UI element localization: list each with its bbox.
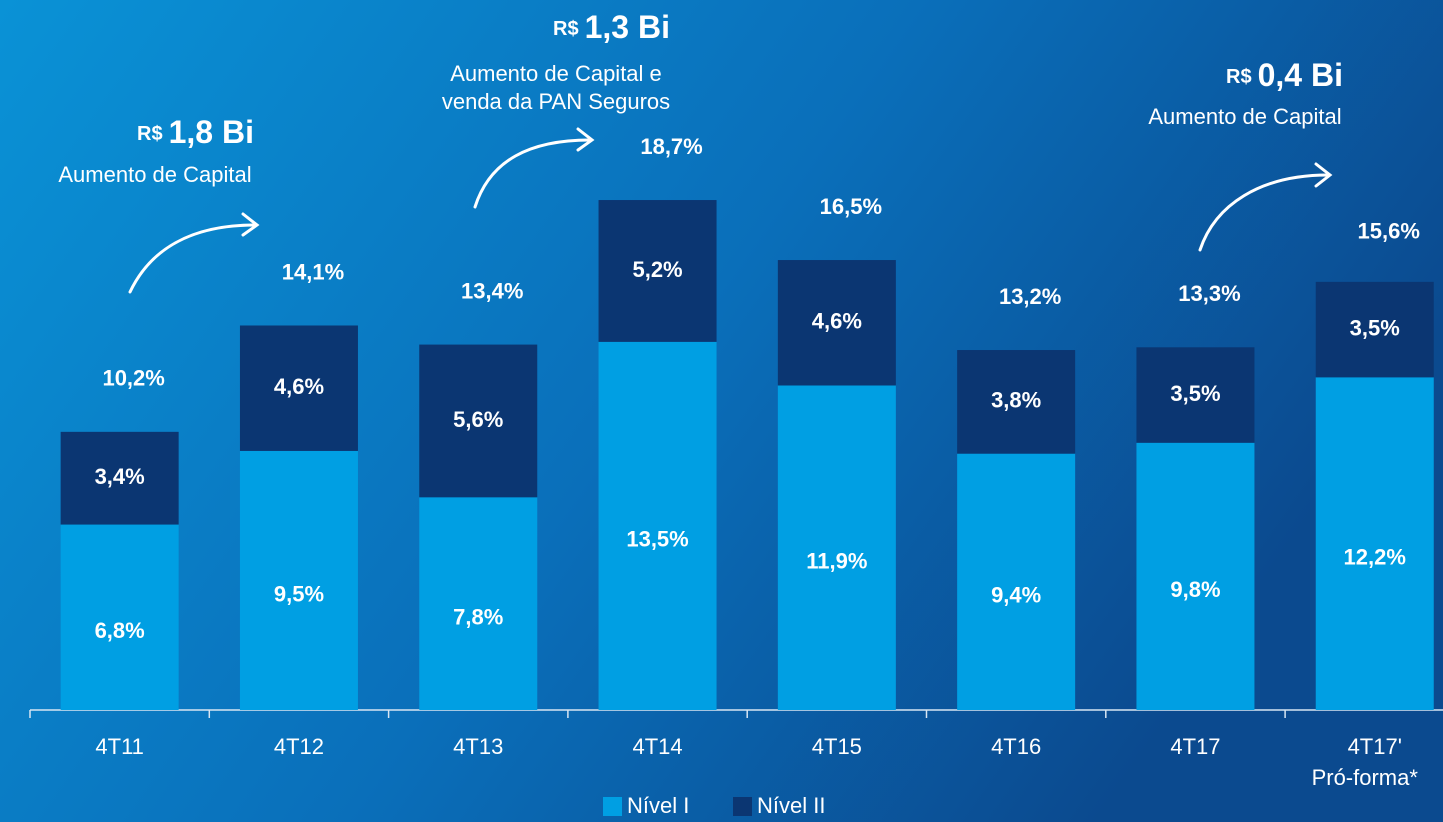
bar-segment (957, 453, 1076, 710)
value-label: 4,6% (274, 374, 324, 399)
value-label: 9,5% (274, 581, 324, 606)
amount: 1,3 Bi (585, 9, 670, 45)
arrow (128, 223, 257, 294)
bar-segment (1315, 377, 1434, 710)
value-label: 6,8% (95, 618, 145, 643)
bar-segment (777, 385, 896, 710)
annotation: R$ 1,8 Bi (137, 114, 254, 150)
value-label: 4,6% (812, 309, 862, 334)
bar-segment (419, 344, 538, 498)
bar-segment (957, 350, 1076, 454)
arrow-head (241, 212, 260, 237)
legend-label: Nível II (757, 793, 825, 818)
value-label: 13,5% (626, 527, 688, 552)
bar-segment (1136, 442, 1255, 710)
bar-segment (1136, 347, 1255, 443)
total-label: 13,2% (999, 284, 1061, 309)
legend-swatch (603, 797, 622, 816)
bar-segment (239, 450, 358, 710)
annotation: R$ 0,4 Bi (1226, 57, 1343, 93)
total-label: 18,7% (640, 134, 702, 159)
x-tick-label: 4T11 (95, 734, 144, 759)
legend-swatch (733, 797, 752, 816)
x-tick-label: 4T17' (1348, 734, 1402, 759)
x-tick-label: 4T15 (812, 734, 862, 759)
x-tick-label: Pró-forma* (1312, 765, 1419, 790)
legend-label: Nível I (627, 793, 689, 818)
bar-segment (1315, 281, 1434, 378)
bar-segment (239, 325, 358, 451)
bar-segment (598, 200, 717, 342)
value-label: 11,9% (806, 549, 867, 574)
arrow-head (1314, 162, 1333, 188)
bar-segment (598, 341, 717, 710)
bar-segment (60, 524, 179, 710)
value-label: 12,2% (1344, 544, 1406, 569)
total-label: 15,6% (1358, 218, 1420, 243)
total-label: 10,2% (102, 366, 164, 391)
arrow (473, 138, 592, 209)
total-label: 13,3% (1178, 281, 1240, 306)
annotation-text: Aumento de Capital (1148, 104, 1341, 129)
total-label: 14,1% (282, 259, 344, 284)
x-tick-label: 4T17 (1170, 734, 1220, 759)
x-tick-label: 4T13 (453, 734, 503, 759)
currency: R$ (137, 123, 163, 145)
arrow (1198, 173, 1330, 252)
amount: 0,4 Bi (1258, 57, 1343, 93)
value-label: 5,6% (453, 407, 503, 432)
total-label: 16,5% (820, 194, 882, 219)
annotation-text: Aumento de Capital e (450, 61, 662, 86)
annotation-text: venda da PAN Seguros (442, 89, 670, 114)
annotation: R$ 1,3 Bi (553, 9, 670, 45)
bar-segment (419, 497, 538, 710)
bar-segment (777, 260, 896, 386)
arrow-head (576, 127, 595, 152)
value-label: 3,4% (95, 464, 145, 489)
value-label: 7,8% (453, 604, 503, 629)
x-tick-label: 4T12 (274, 734, 324, 759)
value-label: 9,8% (1170, 577, 1220, 602)
annotation-text: Aumento de Capital (58, 162, 251, 187)
value-label: 3,5% (1170, 381, 1220, 406)
value-label: 9,4% (991, 583, 1041, 608)
value-label: 5,2% (632, 257, 682, 282)
currency: R$ (553, 18, 579, 40)
value-label: 3,8% (991, 388, 1041, 413)
x-tick-label: 4T14 (632, 734, 682, 759)
amount: 1,8 Bi (169, 114, 254, 150)
total-label: 13,4% (461, 278, 523, 303)
bar-segment (60, 431, 179, 525)
x-tick-label: 4T16 (991, 734, 1041, 759)
value-label: 3,5% (1350, 315, 1400, 340)
currency: R$ (1226, 66, 1252, 88)
